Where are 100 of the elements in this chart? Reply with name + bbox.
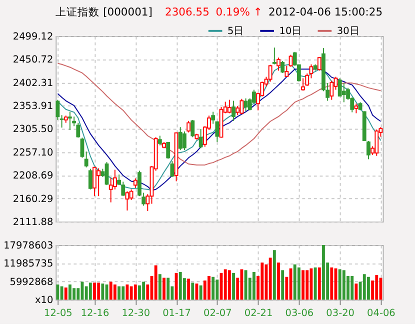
y-tick-label: 2353.91 [12, 101, 54, 112]
x-tick-label: 01-17 [162, 308, 191, 319]
chart-title: 上证指数 [000001] [56, 6, 152, 19]
bar [130, 286, 133, 300]
x-tick-label: 03-20 [326, 308, 354, 319]
candlestick [227, 99, 232, 114]
bar [293, 264, 296, 300]
bar [93, 282, 96, 300]
bar [97, 282, 100, 300]
candlestick [280, 60, 285, 74]
text: 0.19% ↑ [216, 6, 262, 19]
bar [56, 284, 60, 300]
bar [68, 284, 72, 300]
y-tick-label: 5992868 [10, 276, 54, 288]
y-tick-label: 17978603 [4, 240, 54, 252]
candlestick [272, 47, 276, 65]
candlestick [158, 135, 162, 146]
candlestick [186, 120, 191, 133]
candlestick [301, 78, 305, 92]
bar [134, 284, 137, 300]
x-tick-label: 03-06 [285, 308, 314, 319]
bar [306, 270, 309, 300]
bar [350, 276, 354, 300]
bar [228, 270, 231, 300]
candlestick [129, 188, 134, 200]
candlestick [288, 54, 293, 68]
candlestick [330, 80, 334, 100]
y-tick-label: 2160.29 [12, 194, 54, 205]
bar [322, 245, 325, 300]
candlestick [342, 82, 346, 103]
bar [142, 282, 146, 300]
x-tick-label: 02-07 [203, 308, 232, 319]
bar [375, 275, 378, 300]
candlestick [60, 114, 64, 128]
bar [281, 270, 284, 300]
y-tick-label: 2450.72 [12, 54, 54, 66]
y-tick-label: 2402.31 [12, 78, 54, 89]
candlestick [276, 57, 280, 72]
y-tick-label: 2208.69 [12, 170, 54, 182]
bar [272, 250, 276, 300]
bar [232, 272, 235, 300]
bar [109, 282, 112, 300]
bar [212, 276, 215, 300]
bar [138, 285, 141, 300]
bar [154, 265, 158, 300]
bar [60, 286, 64, 300]
bar [330, 267, 334, 300]
candlestick [104, 162, 109, 186]
bar [118, 286, 121, 300]
candlestick [170, 160, 174, 178]
candlestick [374, 129, 379, 156]
bar [277, 262, 280, 300]
bar [224, 269, 227, 300]
legend-label: 10日 [279, 26, 302, 37]
bar [342, 270, 346, 300]
candlestick [268, 64, 272, 82]
candlestick [80, 137, 84, 158]
candlestick [92, 166, 96, 197]
bar [297, 267, 300, 300]
candlestick [125, 190, 130, 211]
bar [367, 276, 370, 300]
bar [268, 258, 272, 300]
x-tick-label: 04-06 [367, 308, 396, 319]
bar [72, 288, 76, 300]
bar [64, 288, 68, 300]
bar [162, 278, 166, 300]
x-tick-label: 02-21 [244, 308, 273, 319]
y-tick-label: 2499.12 [12, 31, 54, 42]
candlestick [68, 111, 72, 130]
text: 2012-04-06 15:00:25 [268, 6, 383, 19]
x-tick-label: 12-30 [122, 308, 150, 319]
bar [354, 284, 358, 300]
bar [178, 272, 182, 300]
text: 2306.55 [165, 6, 210, 19]
bar [260, 262, 264, 300]
candlestick [96, 168, 101, 197]
candlestick [84, 151, 88, 168]
candlestick [88, 168, 92, 190]
bar [362, 274, 366, 300]
bar [314, 267, 317, 300]
bar [208, 276, 210, 300]
candlestick [232, 100, 236, 122]
bar [216, 280, 219, 300]
bar [240, 269, 244, 300]
bar [338, 269, 342, 300]
bar [187, 278, 190, 300]
candlestick [198, 128, 203, 149]
candlestick [133, 178, 138, 188]
y-tick-label: 2111.88 [12, 216, 54, 228]
legend-label: 30日 [336, 26, 360, 37]
y-tick-label: x10 [35, 295, 54, 306]
y-tick-label: 2257.10 [12, 147, 54, 158]
line-series [57, 62, 382, 166]
bar [113, 284, 116, 300]
bar [88, 282, 92, 300]
bar [191, 282, 194, 300]
bar [252, 272, 256, 300]
candlestick [244, 98, 248, 112]
candlestick [178, 126, 182, 151]
x-tick-label: 12-05 [44, 308, 72, 319]
